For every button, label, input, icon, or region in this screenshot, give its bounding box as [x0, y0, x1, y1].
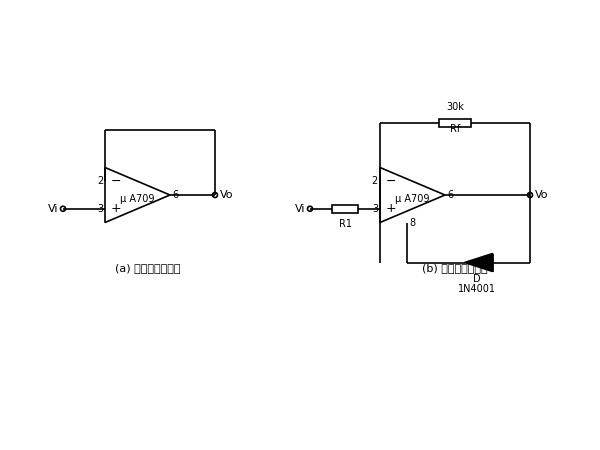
Text: R1: R1: [338, 219, 352, 229]
Text: 6: 6: [447, 190, 453, 200]
Text: μ A709: μ A709: [395, 194, 429, 204]
Text: 6: 6: [172, 190, 178, 200]
Text: +: +: [386, 202, 397, 215]
Text: 3: 3: [372, 204, 378, 214]
Text: 3: 3: [97, 204, 103, 214]
Bar: [332, 205, 358, 213]
Text: 2: 2: [97, 176, 103, 186]
Text: (b) 电压跟随器之二: (b) 电压跟随器之二: [422, 263, 488, 273]
Text: 30k: 30k: [446, 103, 464, 112]
Text: Rf: Rf: [450, 123, 460, 134]
Text: −: −: [386, 175, 396, 188]
Text: −: −: [111, 175, 121, 188]
Text: 8: 8: [409, 217, 415, 228]
Text: (a) 电压跟随器之一: (a) 电压跟随器之一: [115, 263, 181, 273]
Text: Vi: Vi: [295, 204, 305, 214]
Text: Vi: Vi: [47, 204, 58, 214]
Polygon shape: [464, 253, 493, 271]
Text: Vo: Vo: [220, 190, 233, 200]
Text: 2: 2: [372, 176, 378, 186]
Bar: [439, 118, 471, 126]
Text: Vo: Vo: [535, 190, 548, 200]
Text: D: D: [473, 274, 481, 284]
Text: μ A709: μ A709: [120, 194, 154, 204]
Text: +: +: [110, 202, 121, 215]
Text: 1N4001: 1N4001: [458, 284, 496, 293]
